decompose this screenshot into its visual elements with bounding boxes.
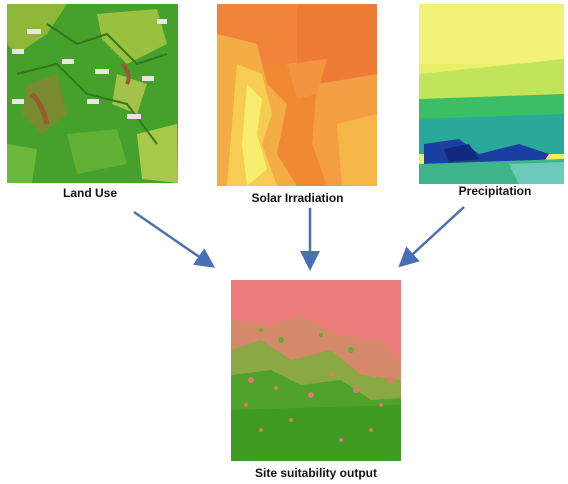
land-use-map xyxy=(7,4,178,183)
arrow-land-use xyxy=(133,210,216,268)
site-suitability-map xyxy=(231,280,401,461)
precipitation-label: Precipitation xyxy=(458,184,532,198)
solar-irradiation-map xyxy=(217,4,377,186)
solar-irradiation-label: Solar Irradiation xyxy=(251,191,344,205)
site-suitability-label: Site suitability output xyxy=(255,466,377,480)
land-use-label: Land Use xyxy=(62,186,117,200)
precipitation-map xyxy=(419,4,564,184)
arrow-precipitation xyxy=(398,206,465,268)
